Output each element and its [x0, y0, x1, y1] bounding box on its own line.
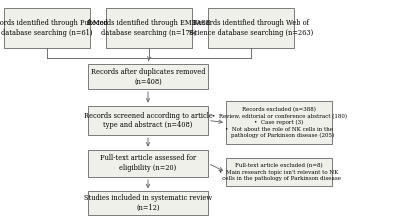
Text: Records identified through PubMed
database searching (n=61): Records identified through PubMed databa… — [0, 19, 108, 37]
Bar — [88, 191, 208, 214]
Text: Records after duplicates removed
(n=408): Records after duplicates removed (n=408) — [91, 68, 205, 85]
Bar — [106, 8, 192, 48]
Text: Studies included in systematic review
(n=12): Studies included in systematic review (n… — [84, 194, 212, 212]
Bar — [88, 106, 208, 135]
Text: Records identified through EMBASE
database searching (n=176): Records identified through EMBASE databa… — [87, 19, 211, 37]
Text: Records identified through Web of
Science database searching (n=263): Records identified through Web of Scienc… — [189, 19, 313, 37]
Bar — [226, 101, 332, 144]
Text: Full-text article assessed for
eligibility (n=20): Full-text article assessed for eligibili… — [100, 154, 196, 172]
Bar — [4, 8, 90, 48]
Bar — [88, 150, 208, 177]
Bar — [88, 64, 208, 89]
Text: Records screened according to article
type and abstract (n=408): Records screened according to article ty… — [84, 112, 212, 129]
Bar — [226, 158, 332, 186]
Text: Full-text article excluded (n=8)
•  Main research topic isn't relevant to NK
   : Full-text article excluded (n=8) • Main … — [217, 163, 341, 181]
Bar — [208, 8, 294, 48]
Text: Records excluded (n=388)
•  Review, editorial or conference abstract (180)
•  Ca: Records excluded (n=388) • Review, edito… — [212, 107, 346, 138]
